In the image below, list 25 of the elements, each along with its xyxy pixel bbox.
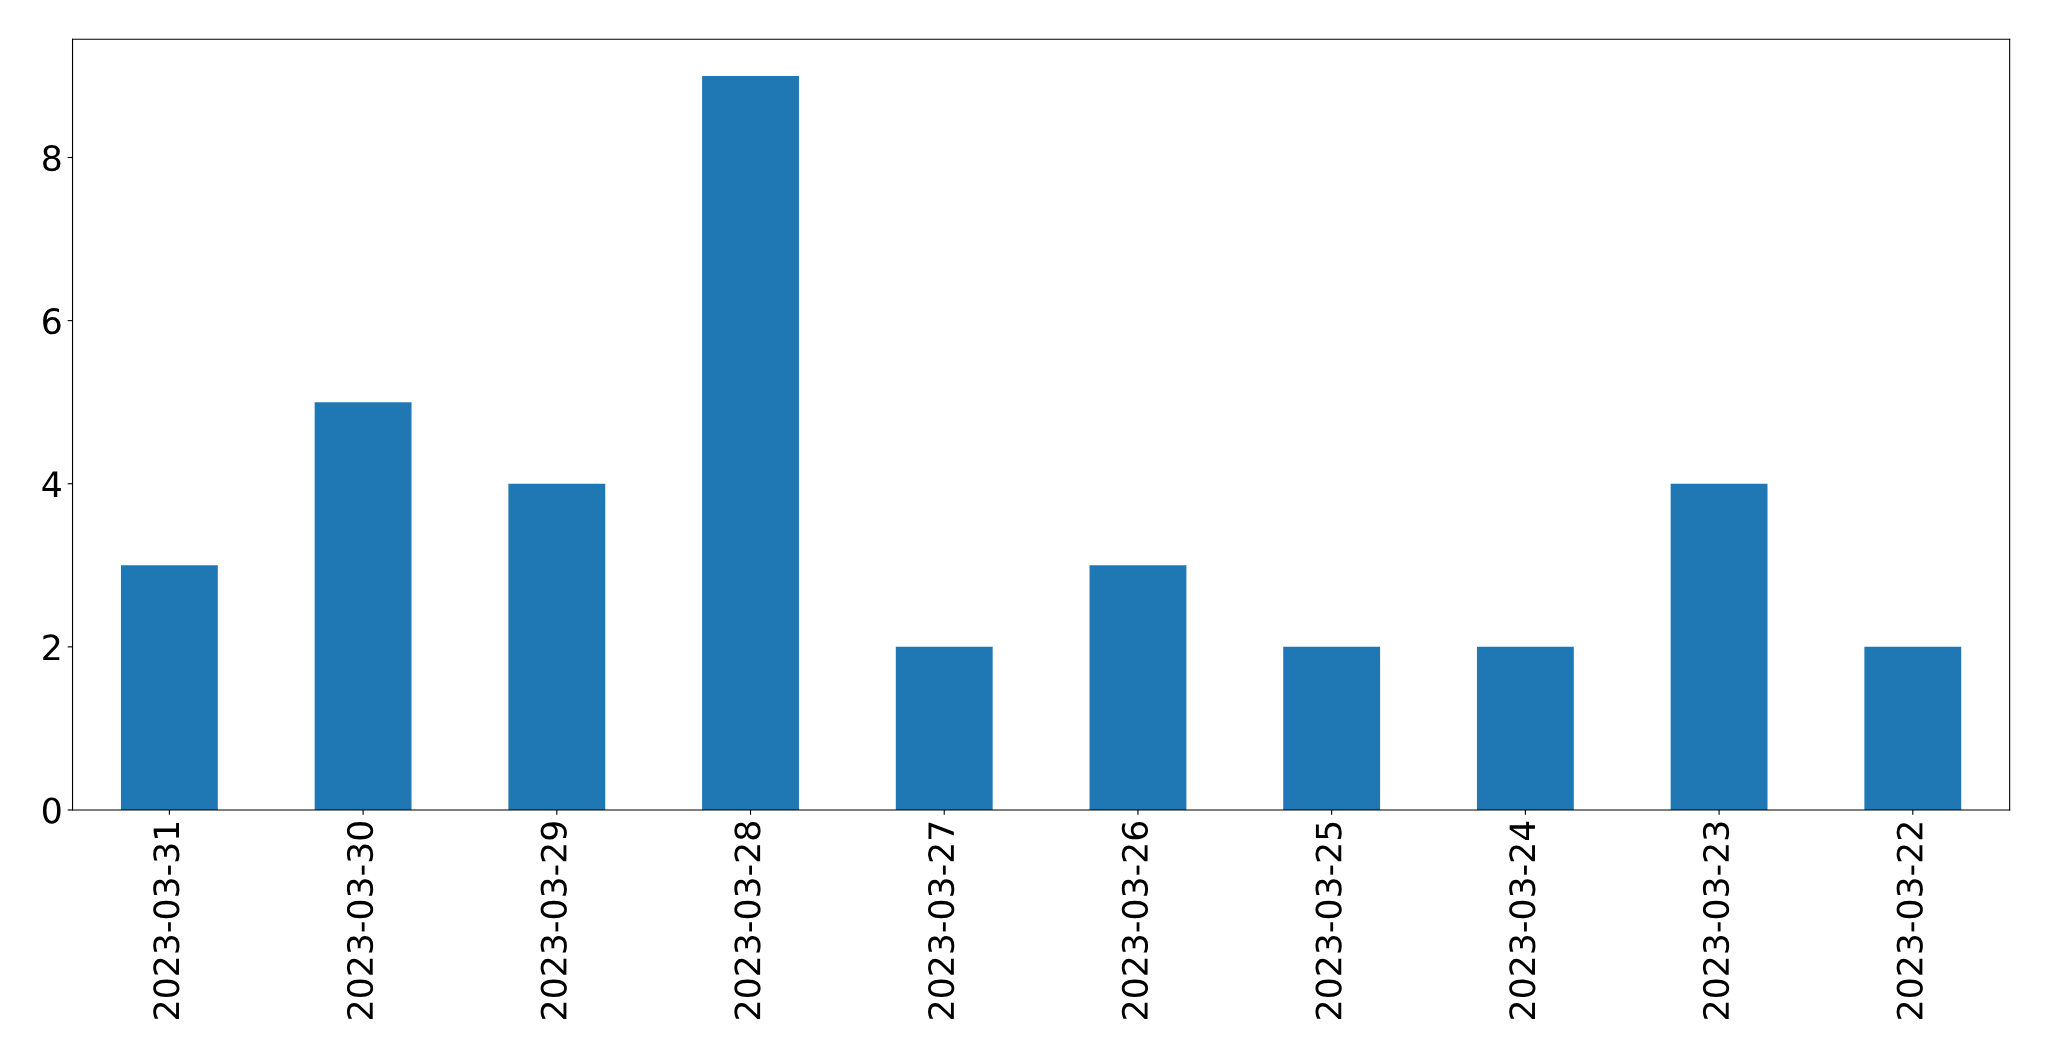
y-tick-label: 4 xyxy=(42,471,61,497)
bar xyxy=(895,646,993,810)
x-tick-label: 2023-03-30 xyxy=(346,822,374,1019)
bar xyxy=(1670,483,1768,810)
bar xyxy=(1476,646,1574,810)
x-tick-label: 2023-03-22 xyxy=(1896,823,1923,1019)
x-tick-label: 2023-03-27 xyxy=(928,822,955,1019)
bar xyxy=(314,402,412,810)
y-tick-label: 6 xyxy=(43,308,61,335)
y-tick-label: 0 xyxy=(43,797,61,824)
x-tick-label: 2023-03-25 xyxy=(1315,822,1342,1019)
bar xyxy=(702,75,799,810)
y-tick-label: 8 xyxy=(43,144,61,172)
bar xyxy=(1283,646,1381,810)
x-tick-label: 2023-03-26 xyxy=(1121,821,1149,1019)
bar xyxy=(1089,565,1187,810)
y-tick-label: 2 xyxy=(43,634,60,661)
bar xyxy=(508,483,606,810)
x-tick-label: 2023-03-31 xyxy=(153,822,180,1019)
bar xyxy=(120,565,218,810)
x-tick-label: 2023-03-23 xyxy=(1702,822,1730,1019)
x-tick-label: 2023-03-28 xyxy=(734,822,761,1019)
x-tick-label: 2023-03-24 xyxy=(1509,821,1536,1019)
x-tick-label: 2023-03-29 xyxy=(540,822,567,1019)
bar xyxy=(1864,646,1962,810)
